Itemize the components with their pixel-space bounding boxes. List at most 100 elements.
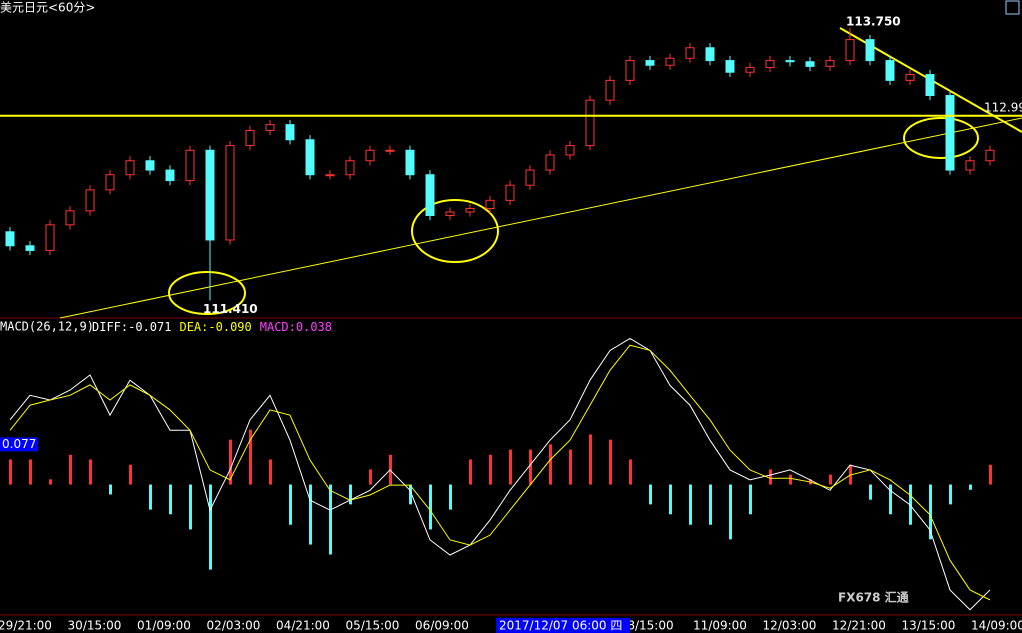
macd-bar <box>729 484 732 540</box>
candle-body <box>265 124 275 131</box>
cursor-label: 2017/12/07 06:00 四 <box>499 619 622 633</box>
candle-body <box>45 224 55 251</box>
candle-body <box>625 60 635 81</box>
highlight-circle <box>411 199 499 263</box>
x-tick-label: 8/15:00 <box>627 619 673 633</box>
candle-body <box>365 149 375 162</box>
macd-bar <box>789 474 792 485</box>
candle-body <box>905 74 915 81</box>
macd-bar <box>909 484 912 525</box>
cursor-box <box>496 618 630 633</box>
candle-body <box>885 60 895 81</box>
macd-bar <box>489 454 492 485</box>
indicator-name: DIFF: <box>92 320 128 334</box>
candle-body <box>745 67 755 73</box>
macd-bar <box>769 469 772 485</box>
candle-body <box>165 169 175 182</box>
candle-body <box>585 99 595 147</box>
macd-bar <box>149 484 152 510</box>
candle-body <box>965 160 975 171</box>
x-tick-label: 30/15:00 <box>68 619 122 633</box>
x-tick-label: 29/21:00 <box>0 619 52 633</box>
indicator-name: DEA: <box>179 320 208 334</box>
price-label: 113.750 <box>846 14 901 28</box>
x-tick-label: 04/21:00 <box>276 619 330 633</box>
candle-body <box>825 60 835 67</box>
price-label: 112.996 <box>984 100 1022 114</box>
macd-bar <box>589 434 592 485</box>
macd-bar <box>89 459 92 485</box>
candle-body <box>425 174 435 216</box>
macd-bar <box>689 484 692 525</box>
candle-body <box>845 39 855 62</box>
macd-line <box>9 337 991 611</box>
macd-bar <box>669 484 672 515</box>
macd-bar <box>269 459 272 485</box>
macd-bar <box>449 484 452 510</box>
macd-bar <box>329 484 332 555</box>
candle-body <box>545 154 555 171</box>
macd-bar <box>229 439 232 485</box>
candle-body <box>245 129 255 147</box>
macd-bar <box>929 484 932 540</box>
indicator-value: -0.090 <box>208 320 251 334</box>
candle-body <box>405 149 415 176</box>
candle-body <box>105 174 115 191</box>
x-tick-label: 12/03:00 <box>763 619 817 633</box>
macd-bar <box>969 484 972 490</box>
candle-body <box>645 60 655 66</box>
window-icon[interactable] <box>1005 0 1020 15</box>
x-tick-label: 14/09:00 <box>971 619 1022 633</box>
candle-body <box>385 149 395 152</box>
candle-body <box>25 245 35 251</box>
candle-body <box>945 95 955 171</box>
trend-line <box>59 117 1022 319</box>
indicator-name: MACD: <box>260 320 296 334</box>
macd-bar <box>129 464 132 485</box>
macd-bar <box>509 449 512 485</box>
candle-body <box>725 60 735 73</box>
candle-body <box>325 174 335 177</box>
x-tick-label: 01/09:00 <box>137 619 191 633</box>
indicator-value: 0.038 <box>296 320 332 334</box>
candle-body <box>65 210 75 226</box>
macd-bar <box>609 439 612 485</box>
macd-bar <box>749 484 752 515</box>
candle-body <box>865 39 875 62</box>
y-tick-box <box>0 437 38 452</box>
macd-bar <box>289 484 292 525</box>
macd-bar <box>549 444 552 485</box>
price-label: 111.410 <box>203 302 258 316</box>
macd-bar <box>109 484 112 495</box>
highlight-circle <box>168 271 246 315</box>
candle-body <box>925 74 935 97</box>
candle-body <box>225 145 235 241</box>
macd-bar <box>189 484 192 530</box>
candle-body <box>665 57 675 66</box>
candle-body <box>305 139 315 176</box>
candle-body <box>565 145 575 156</box>
indicator-value: -0.071 <box>128 320 171 334</box>
macd-bar <box>409 484 412 505</box>
candle-body <box>125 160 135 176</box>
candle-body <box>345 160 355 176</box>
macd-bar <box>29 459 32 485</box>
candle-body <box>785 60 795 63</box>
candle-body <box>5 231 15 247</box>
candle-body <box>525 169 535 186</box>
macd-bar <box>49 479 52 485</box>
candle-body <box>145 160 155 171</box>
macd-bar <box>829 474 832 485</box>
candle-body <box>685 47 695 59</box>
macd-bar <box>309 484 312 545</box>
macd-line <box>9 344 991 601</box>
macd-bar <box>429 484 432 530</box>
macd-bar <box>529 449 532 485</box>
x-tick-label: 06/09:00 <box>415 619 469 633</box>
macd-bar <box>249 429 252 485</box>
indicator-legend: DIFF:-0.071 DEA:-0.090 MACD:0.038 <box>92 320 332 334</box>
candle-body <box>445 211 455 216</box>
candle-body <box>705 47 715 62</box>
macd-bar <box>569 449 572 485</box>
